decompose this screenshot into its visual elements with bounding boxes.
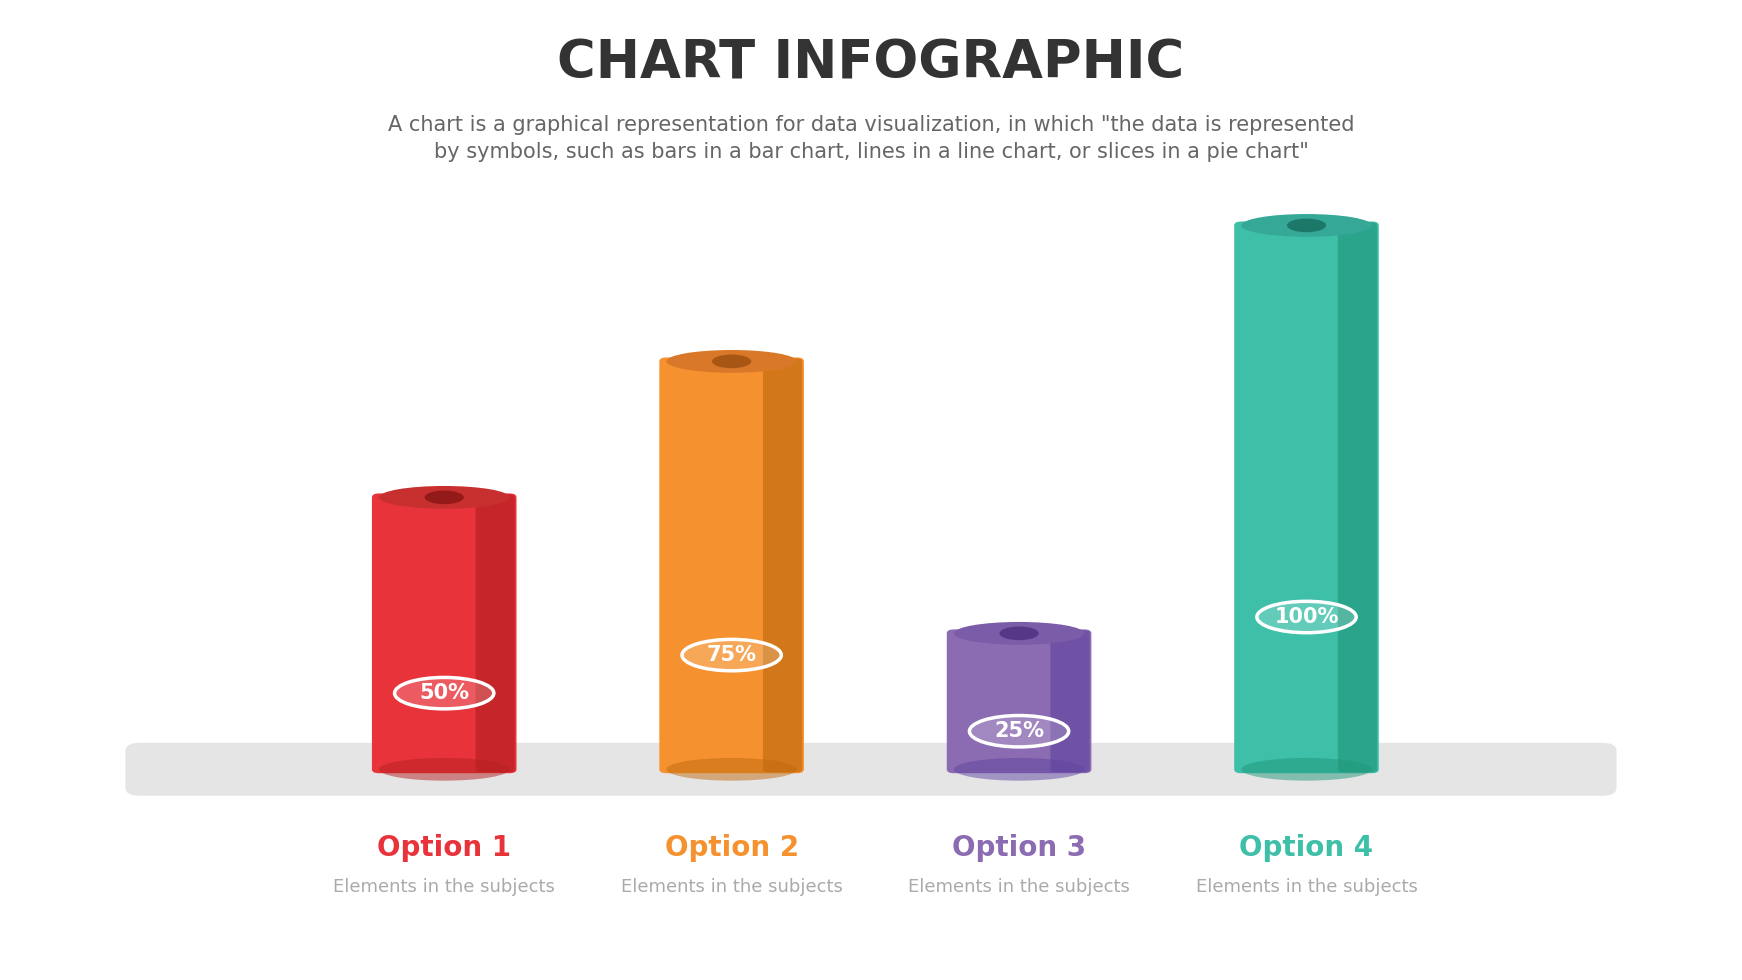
Ellipse shape: [1258, 602, 1355, 633]
Text: Option 4: Option 4: [1240, 834, 1373, 861]
Ellipse shape: [969, 715, 1068, 747]
Ellipse shape: [1287, 219, 1326, 232]
Ellipse shape: [953, 758, 1084, 781]
Text: 100%: 100%: [1275, 607, 1338, 627]
Text: A chart is a graphical representation for data visualization, in which "the data: A chart is a graphical representation fo…: [388, 116, 1354, 135]
FancyBboxPatch shape: [125, 743, 1617, 796]
FancyBboxPatch shape: [948, 629, 1090, 773]
Text: Elements in the subjects: Elements in the subjects: [620, 878, 843, 896]
Ellipse shape: [953, 622, 1084, 645]
FancyBboxPatch shape: [1050, 630, 1090, 772]
FancyBboxPatch shape: [763, 359, 801, 772]
Ellipse shape: [665, 350, 798, 372]
Text: Option 2: Option 2: [665, 834, 798, 861]
Text: 75%: 75%: [707, 645, 756, 665]
FancyBboxPatch shape: [658, 358, 803, 773]
Ellipse shape: [380, 758, 509, 781]
Text: 25%: 25%: [995, 721, 1043, 741]
Text: Elements in the subjects: Elements in the subjects: [333, 878, 556, 896]
FancyBboxPatch shape: [1338, 222, 1376, 772]
Ellipse shape: [1240, 214, 1373, 237]
Text: Option 1: Option 1: [378, 834, 510, 861]
Ellipse shape: [380, 486, 509, 509]
Ellipse shape: [681, 639, 780, 670]
Ellipse shape: [665, 758, 798, 781]
Ellipse shape: [1240, 758, 1373, 781]
Text: CHART INFOGRAPHIC: CHART INFOGRAPHIC: [557, 37, 1185, 90]
FancyBboxPatch shape: [476, 494, 516, 772]
FancyBboxPatch shape: [1233, 221, 1380, 773]
Text: Option 3: Option 3: [953, 834, 1085, 861]
Ellipse shape: [425, 491, 463, 504]
FancyBboxPatch shape: [373, 493, 516, 773]
Text: Elements in the subjects: Elements in the subjects: [1195, 878, 1418, 896]
Ellipse shape: [1000, 626, 1038, 640]
Ellipse shape: [712, 355, 751, 368]
Text: by symbols, such as bars in a bar chart, lines in a line chart, or slices in a p: by symbols, such as bars in a bar chart,…: [434, 142, 1308, 162]
Text: 50%: 50%: [420, 683, 469, 704]
Text: Elements in the subjects: Elements in the subjects: [908, 878, 1131, 896]
Ellipse shape: [395, 677, 495, 709]
